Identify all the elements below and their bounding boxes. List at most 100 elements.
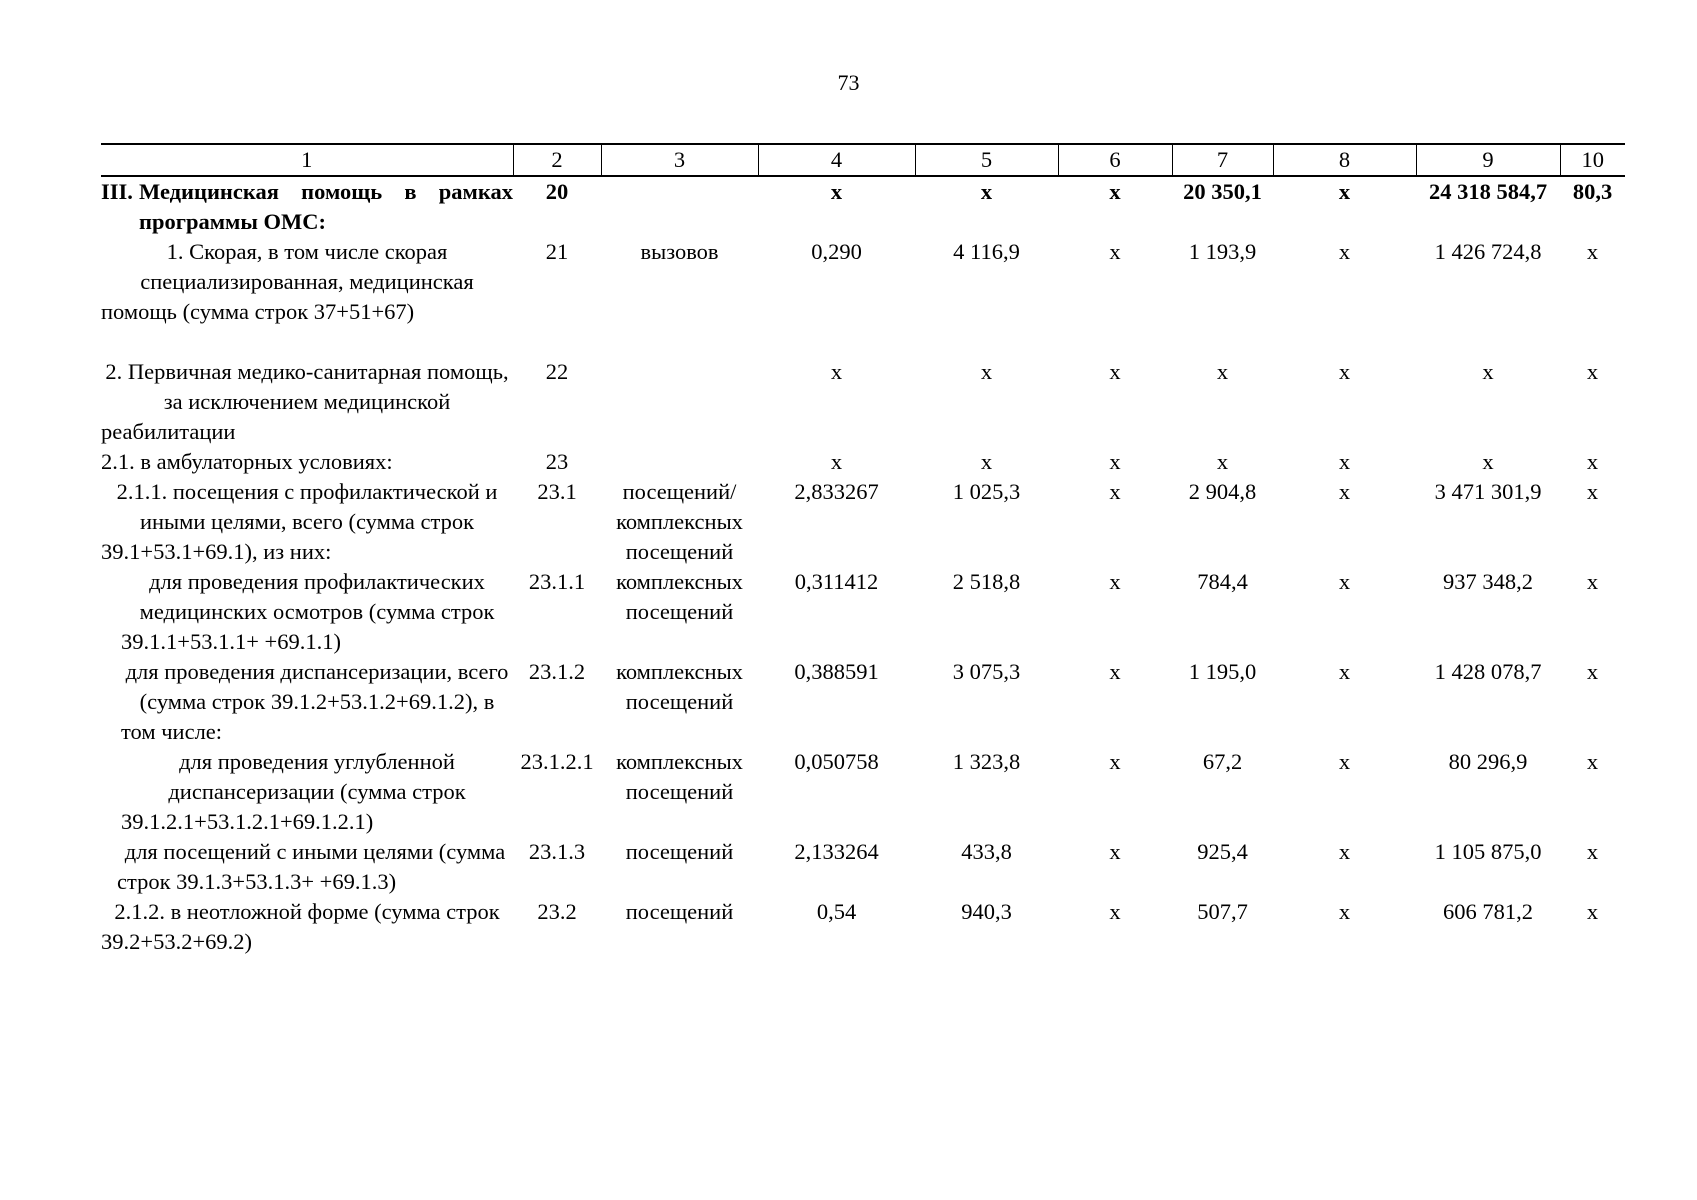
col-header: 3 [600,143,759,177]
table-row: для проведения углубленной диспансеризац… [101,747,1625,837]
col-header: 4 [757,143,916,177]
row-name: для проведения углубленной диспансеризац… [121,749,466,834]
value-cell: 925,4 [1197,839,1248,864]
value-cell: х [1338,449,1351,474]
line-number: 23 [545,449,569,474]
unit [601,176,758,237]
row-name: 2.1.2. в неотложной форме (сумма строк 3… [101,899,500,954]
value-cell: 433,8 [961,839,1012,864]
value-cell: х [1482,449,1494,474]
value-cell: х [1586,749,1599,774]
page-number: 73 [837,70,860,95]
row-name: 2.1.1. посещения с профилактической и ин… [101,479,498,564]
value-cell: 1 428 078,7 [1434,659,1542,684]
value-cell: х [1338,749,1351,774]
unit: комплексных посещений [616,569,743,624]
value-cell: 4 116,9 [953,239,1020,264]
table-row: 2.1.2. в неотложной форме (сумма строк 3… [101,897,1625,957]
value-cell: 2 518,8 [952,569,1021,594]
row-name-cell: III. Медицинская помощь в рамках програм… [101,176,513,237]
value-cell: х [1338,479,1351,504]
col-header: 10 [1559,143,1625,177]
value-cell: х [980,359,993,384]
row-name: Медицинская помощь в рамках программы ОМ… [139,179,513,234]
value-cell: х [1338,569,1351,594]
value-cell: х [1109,449,1121,474]
value-cell: 0,050758 [794,749,879,774]
col-header: 1 [101,143,514,177]
value-cell: 0,290 [811,239,862,264]
line-number: 23.2 [537,899,577,924]
unit [601,447,758,477]
value-cell: х [830,449,843,474]
table-row: для проведения профилактических медицинс… [101,567,1625,657]
table-row: 2.1. в амбулаторных условиях: 23 х х х х… [101,447,1625,477]
value-cell: х [1216,449,1229,474]
line-number: 22 [545,359,569,384]
value-cell: х [1586,659,1599,684]
value-cell: 0,54 [816,899,857,924]
value-cell: х [1109,239,1121,264]
unit [601,357,758,447]
value-cell: 1 105 875,0 [1434,839,1542,864]
value-cell: х [1216,359,1229,384]
value-cell: х [1338,899,1351,924]
unit: комплексных посещений [616,749,743,804]
row-name: для посещений с иными целями (сумма стро… [117,839,506,894]
value-cell: 67,2 [1202,749,1243,774]
col-header: 2 [512,143,602,177]
table-row: для проведения диспансеризации, всего (с… [101,657,1625,747]
line-number: 23.1.1 [528,569,586,594]
row-name: для проведения профилактических медицинс… [121,569,495,654]
line-number: 20 [545,179,569,204]
col-header: 8 [1272,143,1417,177]
value-cell: 937 348,2 [1443,569,1533,594]
value-cell: 24 318 584,7 [1428,179,1548,204]
value-cell: 80,3 [1572,179,1613,204]
table-row: 1. Скорая, в том числе скорая специализи… [101,237,1625,357]
col-header: 5 [914,143,1059,177]
unit: вызовов [640,239,719,264]
value-cell: 940,3 [961,899,1012,924]
value-cell: 3 075,3 [952,659,1021,684]
value-cell: х [1338,359,1351,384]
value-cell: 507,7 [1197,899,1248,924]
value-cell: х [1586,239,1599,264]
col-header: 6 [1057,143,1173,177]
value-cell: х [830,359,843,384]
value-cell: х [1482,359,1494,384]
unit: посещений/ комплексных посещений [616,479,743,564]
value-cell: 1 025,3 [952,479,1021,504]
value-cell: 2 904,8 [1188,479,1257,504]
value-cell: 0,388591 [794,659,879,684]
value-cell: х [980,449,993,474]
line-number: 21 [545,239,569,264]
table-row: III. Медицинская помощь в рамках програм… [101,176,1625,237]
unit: комплексных посещений [616,659,743,714]
value-cell: х [1586,839,1599,864]
value-cell: х [1109,749,1121,774]
column-number-header: 1 2 3 4 5 6 7 8 9 10 [101,143,1625,177]
value-cell: 1 323,8 [952,749,1021,774]
value-cell: х [1586,569,1599,594]
data-table: 1 2 3 4 5 6 7 8 9 10 III. Медицинская по… [101,143,1625,957]
value-cell: х [1586,899,1599,924]
value-cell: 606 781,2 [1443,899,1533,924]
value-cell: 2,833267 [794,479,879,504]
value-cell: 1 426 724,8 [1434,239,1542,264]
value-cell: х [980,179,993,204]
value-cell: х [1109,569,1121,594]
value-cell: 2,133264 [794,839,879,864]
value-cell: 20 350,1 [1183,179,1262,204]
value-cell: х [1109,659,1121,684]
col-header: 7 [1171,143,1274,177]
line-number: 23.1.3 [528,839,586,864]
unit: посещений [625,839,734,864]
value-cell: 1 195,0 [1188,659,1257,684]
value-cell: 0,311412 [794,569,879,594]
unit: посещений [625,899,734,924]
row-name: для проведения диспансеризации, всего (с… [121,659,509,744]
value-cell: х [1109,359,1121,384]
col-header: 9 [1415,143,1561,177]
line-number: 23.1 [537,479,577,504]
